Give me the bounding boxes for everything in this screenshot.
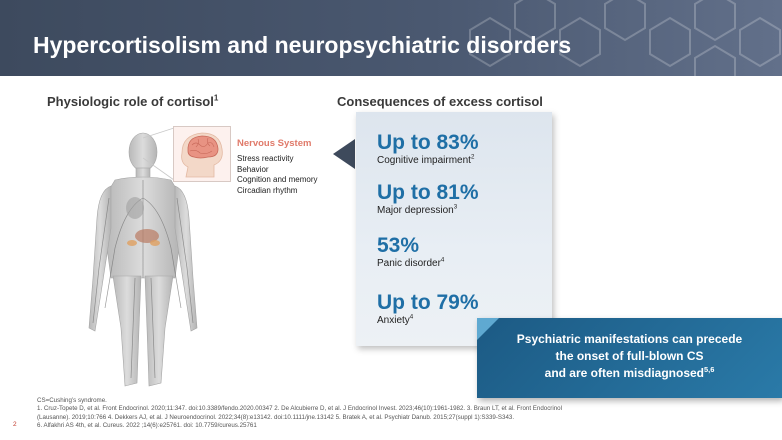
slide-header: Hypercortisolism and neuropsychiatric di… (0, 0, 782, 76)
liver-organ (135, 229, 159, 243)
callout-ref: 5,6 (704, 365, 715, 374)
stat-label: Cognitive impairment2 (377, 154, 479, 167)
nervous-system-list: Stress reactivity Behavior Cognition and… (237, 154, 317, 196)
stat-panic-disorder: 53% Panic disorder4 (377, 235, 444, 270)
stat-value: Up to 81% (377, 181, 479, 204)
stat-label: Major depression3 (377, 204, 479, 217)
human-body-illustration (88, 132, 198, 387)
list-item: Circadian rhythm (237, 185, 298, 195)
consequences-panel (356, 112, 552, 346)
stat-label-text: Anxiety (377, 315, 410, 326)
right-subtitle: Consequences of excess cortisol (337, 94, 543, 109)
list-item: Stress reactivity (237, 154, 294, 163)
stat-ref: 4 (409, 313, 414, 321)
stat-value: Up to 83% (377, 131, 479, 154)
callout-line-2: the onset of full-blown CS (555, 349, 704, 363)
stat-label-text: Cognitive impairment (377, 155, 471, 166)
list-item: Cognition and memory (237, 175, 318, 184)
brain-icon (181, 132, 223, 178)
stat-anxiety: Up to 79% Anxiety4 (377, 292, 479, 327)
callout-corner-accent (477, 318, 499, 340)
callout-line-3: and are often misdiagnosed (544, 366, 705, 380)
stat-ref: 2 (470, 153, 475, 161)
heart-organ (126, 197, 144, 219)
reference-line: 1. Cruz-Topete D, et al. Front Endocrino… (37, 405, 562, 413)
stat-ref: 4 (440, 256, 445, 264)
nervous-system-title: Nervous System (237, 138, 312, 149)
left-subtitle-ref: 1 (213, 93, 219, 103)
callout-text: Psychiatric manifestations can precede t… (477, 331, 782, 382)
stat-value: Up to 79% (377, 291, 479, 314)
references: CS=Cushing’s syndrome. 1. Cruz-Topete D,… (37, 397, 757, 430)
stat-major-depression: Up to 81% Major depression3 (377, 182, 479, 217)
adrenal-gland-organ (127, 240, 137, 246)
reference-line: (Lausanne). 2019;10:766 4. Dekkers AJ, e… (37, 413, 515, 421)
callout-line-3-wrap: and are often misdiagnosed5,6 (477, 365, 782, 382)
stat-value: 53% (377, 234, 420, 257)
abbreviation-note: CS=Cushing’s syndrome. (37, 397, 107, 404)
left-subtitle: Physiologic role of cortisol1 (47, 94, 218, 109)
page-number: 2 (13, 421, 17, 428)
left-subtitle-text: Physiologic role of cortisol (47, 94, 214, 109)
stat-label-text: Panic disorder (377, 258, 441, 269)
reference-line: 6. Alfakhri AS 4th, et al. Cureus. 2022 … (37, 421, 257, 429)
stat-cognitive-impairment: Up to 83% Cognitive impairment2 (377, 132, 479, 167)
stat-label: Panic disorder4 (377, 257, 444, 270)
slide-title: Hypercortisolism and neuropsychiatric di… (33, 32, 572, 58)
stat-ref: 3 (453, 203, 458, 211)
brain-zoom-inset (173, 126, 231, 182)
hexagon-pattern-decoration (469, 0, 781, 76)
list-item: Behavior (237, 164, 269, 174)
callout-box (477, 318, 782, 398)
stat-label: Anxiety4 (377, 314, 479, 327)
pointer-arrow-icon (333, 139, 355, 169)
callout-line-1: Psychiatric manifestations can precede (516, 332, 743, 346)
adrenal-gland-organ-2 (150, 240, 160, 246)
stat-label-text: Major depression (377, 205, 454, 216)
